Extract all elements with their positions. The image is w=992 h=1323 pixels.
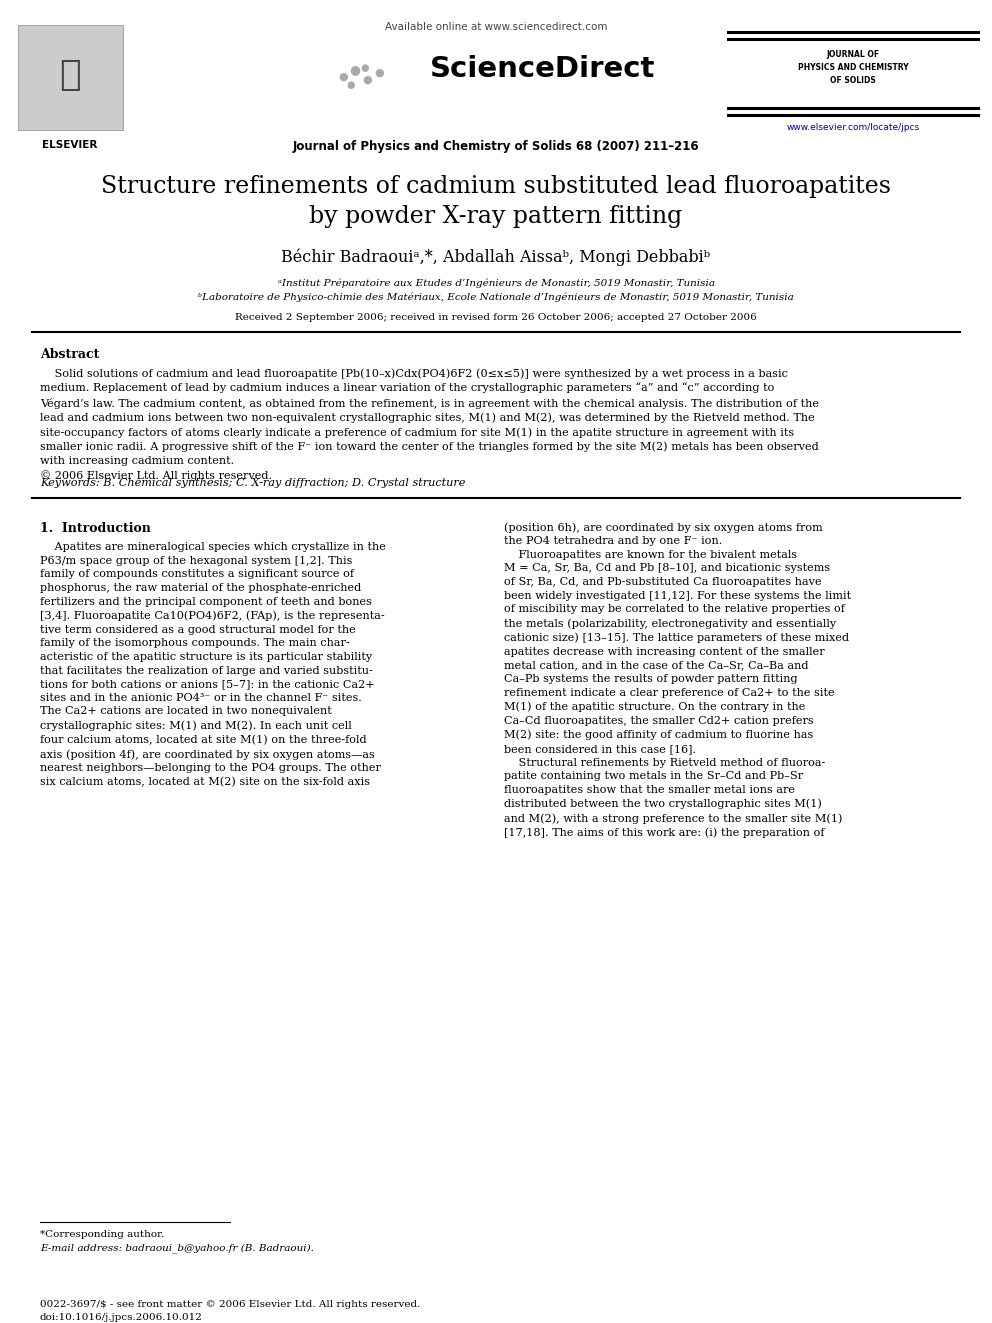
Text: ScienceDirect: ScienceDirect bbox=[430, 56, 656, 83]
Text: ●: ● bbox=[374, 67, 384, 78]
Text: 0022-3697/$ - see front matter © 2006 Elsevier Ltd. All rights reserved.: 0022-3697/$ - see front matter © 2006 El… bbox=[40, 1301, 421, 1308]
Text: JOURNAL OF
PHYSICS AND CHEMISTRY
OF SOLIDS: JOURNAL OF PHYSICS AND CHEMISTRY OF SOLI… bbox=[798, 50, 909, 85]
Text: ●: ● bbox=[349, 64, 360, 77]
FancyBboxPatch shape bbox=[18, 25, 123, 130]
Text: ●: ● bbox=[338, 71, 348, 82]
Text: Solid solutions of cadmium and lead fluoroapatite [Pb(10–x)Cdx(PO4)6F2 (0≤x≤5)] : Solid solutions of cadmium and lead fluo… bbox=[40, 368, 819, 480]
Text: doi:10.1016/j.jpcs.2006.10.012: doi:10.1016/j.jpcs.2006.10.012 bbox=[40, 1312, 203, 1322]
Text: Béchir Badraouiᵃ,*, Abdallah Aissaᵇ, Mongi Debbabiᵇ: Béchir Badraouiᵃ,*, Abdallah Aissaᵇ, Mon… bbox=[282, 247, 710, 266]
Text: Keywords: B. Chemical synthesis; C. X-ray diffraction; D. Crystal structure: Keywords: B. Chemical synthesis; C. X-ra… bbox=[40, 478, 465, 488]
Text: ●: ● bbox=[362, 75, 372, 85]
Text: Available online at www.sciencedirect.com: Available online at www.sciencedirect.co… bbox=[385, 22, 607, 32]
Text: 1.  Introduction: 1. Introduction bbox=[40, 523, 151, 534]
Text: ●: ● bbox=[361, 64, 369, 73]
Text: by powder X-ray pattern fitting: by powder X-ray pattern fitting bbox=[310, 205, 682, 228]
Text: *Corresponding author.: *Corresponding author. bbox=[40, 1230, 165, 1240]
Text: (position 6h), are coordinated by six oxygen atoms from
the PO4 tetrahedra and b: (position 6h), are coordinated by six ox… bbox=[504, 523, 851, 839]
Text: Journal of Physics and Chemistry of Solids 68 (2007) 211–216: Journal of Physics and Chemistry of Soli… bbox=[293, 140, 699, 153]
Text: ●: ● bbox=[347, 79, 355, 90]
Text: 🌳: 🌳 bbox=[60, 58, 80, 93]
Text: Apatites are mineralogical species which crystallize in the
P63/m space group of: Apatites are mineralogical species which… bbox=[40, 542, 386, 787]
Text: ELSEVIER: ELSEVIER bbox=[43, 140, 97, 149]
Text: ᵃInstitut Préparatoire aux Etudes d’Ingénieurs de Monastir, 5019 Monastir, Tunis: ᵃInstitut Préparatoire aux Etudes d’Ingé… bbox=[278, 278, 714, 287]
Text: E-mail address: badraoui_b@yahoo.fr (B. Badraoui).: E-mail address: badraoui_b@yahoo.fr (B. … bbox=[40, 1244, 313, 1253]
Text: Structure refinements of cadmium substituted lead fluoroapatites: Structure refinements of cadmium substit… bbox=[101, 175, 891, 198]
Text: Abstract: Abstract bbox=[40, 348, 99, 361]
Text: ᵇLaboratoire de Physico-chimie des Matériaux, Ecole Nationale d’Ingénieurs de Mo: ᵇLaboratoire de Physico-chimie des Matér… bbox=[198, 292, 794, 302]
Text: Received 2 September 2006; received in revised form 26 October 2006; accepted 27: Received 2 September 2006; received in r… bbox=[235, 314, 757, 321]
Text: www.elsevier.com/locate/jpcs: www.elsevier.com/locate/jpcs bbox=[787, 123, 920, 132]
